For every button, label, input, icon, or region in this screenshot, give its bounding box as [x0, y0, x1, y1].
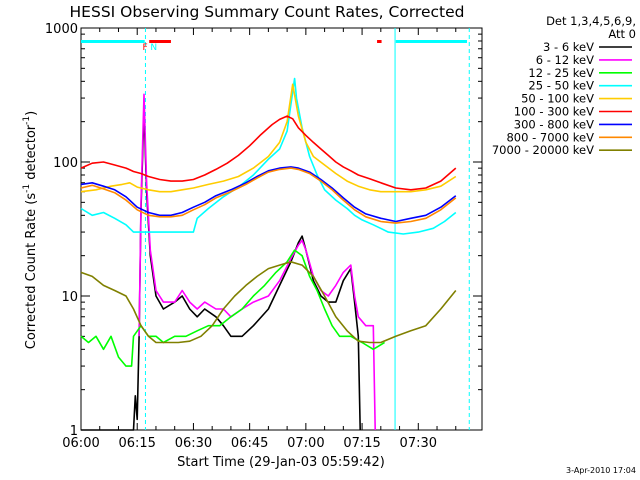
series-layer [80, 77, 457, 431]
legend-label: 3 - 6 keV [543, 40, 594, 54]
axis-ticks [80, 28, 482, 431]
series-line [81, 107, 361, 431]
legend-header-line1: Det 1,3,4,5,6,9, [546, 14, 636, 28]
x-tick-label: 07:15 [343, 436, 380, 451]
x-tick-label: 07:00 [287, 436, 324, 451]
x-tick-labels: 06:00 06:15 06:30 06:45 07:00 07:15 07:30 [62, 436, 437, 451]
y-axis-label-end: ) [24, 111, 39, 116]
series-line [80, 83, 457, 193]
status-bar [377, 40, 382, 43]
x-tick-label: 06:15 [118, 436, 155, 451]
series-line [80, 166, 457, 223]
legend-header-line2: Att 0 [608, 27, 636, 41]
legend-label: 50 - 100 keV [521, 92, 594, 106]
y-axis-label-mid: detector [24, 124, 39, 184]
flag-label: N [150, 43, 157, 53]
legend-label: 800 - 7000 keV [506, 130, 594, 144]
chart-title: HESSI Observing Summary Count Rates, Cor… [70, 3, 465, 21]
x-tick-label: 06:45 [231, 436, 268, 451]
series-line [80, 167, 457, 224]
y-axis-label-sup1: -1 [22, 184, 32, 193]
footer-date: 3-Apr-2010 17:04 [566, 466, 636, 475]
series-line [138, 93, 376, 431]
legend-label: 300 - 800 keV [514, 117, 594, 131]
x-tick-label: 07:30 [400, 436, 437, 451]
series-line [80, 249, 386, 367]
status-bar [395, 40, 468, 43]
x-tick-label: 06:30 [175, 436, 212, 451]
y-axis-label-main: Corrected Count Rate (s [24, 193, 39, 350]
legend-label: 25 - 50 keV [528, 79, 594, 93]
series-line [80, 115, 457, 191]
legend-label: 7000 - 20000 keV [492, 143, 594, 157]
flag-lines [144, 28, 470, 430]
status-bar [81, 40, 145, 43]
legend-label: 100 - 300 keV [514, 105, 594, 119]
legend-label: 12 - 25 keV [528, 66, 594, 80]
y-tick-label: 1 [70, 424, 78, 439]
y-tick-label: 100 [53, 156, 78, 171]
x-tick-label: 06:00 [62, 436, 99, 451]
flag-label: F [142, 43, 147, 53]
y-tick-label: 1000 [45, 22, 78, 37]
legend-label: 6 - 12 keV [536, 53, 594, 67]
series-line [80, 77, 457, 235]
y-axis-label: Corrected Count Rate (s-1 detector-1) [22, 111, 39, 349]
y-tick-label: 10 [61, 290, 78, 305]
y-tick-labels: 1 10 100 1000 [45, 22, 78, 439]
status-bar [149, 40, 171, 43]
x-axis-label: Start Time (29-Jan-03 05:59:42) [177, 455, 385, 470]
y-axis-label-sup2: -1 [22, 116, 32, 125]
series-line [80, 260, 457, 344]
status-bars [81, 40, 468, 43]
plot-frame [80, 27, 483, 431]
